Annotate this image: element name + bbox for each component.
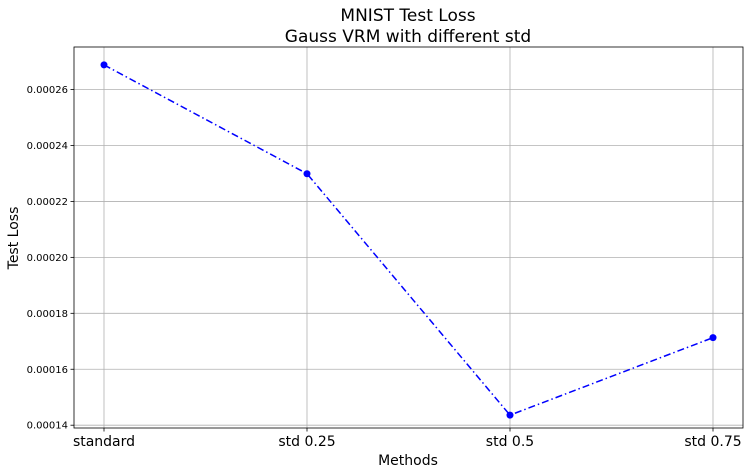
y-tick-label: 0.00018 <box>27 309 68 320</box>
plot-frame <box>73 46 744 429</box>
data-point <box>100 61 108 69</box>
y-tick-label: 0.00016 <box>27 365 68 376</box>
series-line <box>103 64 714 417</box>
x-axis-label: Methods <box>378 453 438 469</box>
y-tick-label: 0.00026 <box>27 85 68 96</box>
x-tick-label: std 0.5 <box>486 434 534 450</box>
data-point <box>506 411 514 419</box>
chart-subtitle: Gauss VRM with different std <box>285 27 531 47</box>
series-layer <box>100 61 717 419</box>
data-point <box>303 170 311 178</box>
y-tick-label: 0.00014 <box>27 421 68 432</box>
chart-title: MNIST Test Loss <box>340 6 475 26</box>
x-tick-label: std 0.75 <box>684 434 741 450</box>
x-tick-label: standard <box>73 434 135 450</box>
y-axis-ticks: 0.00014 0.00016 0.00018 0.00020 0.00022 0.000… <box>27 85 74 432</box>
y-tick-label: 0.00020 <box>27 253 68 264</box>
y-tick-label: 0.00022 <box>27 197 68 208</box>
y-tick-label: 0.00024 <box>27 141 68 152</box>
y-axis-label: Test Loss <box>6 207 22 271</box>
grid <box>74 47 743 428</box>
data-point <box>709 334 717 342</box>
x-tick-label: std 0.25 <box>278 434 335 450</box>
x-axis-ticks: standard std 0.25 std 0.5 std 0.75 <box>73 428 742 450</box>
